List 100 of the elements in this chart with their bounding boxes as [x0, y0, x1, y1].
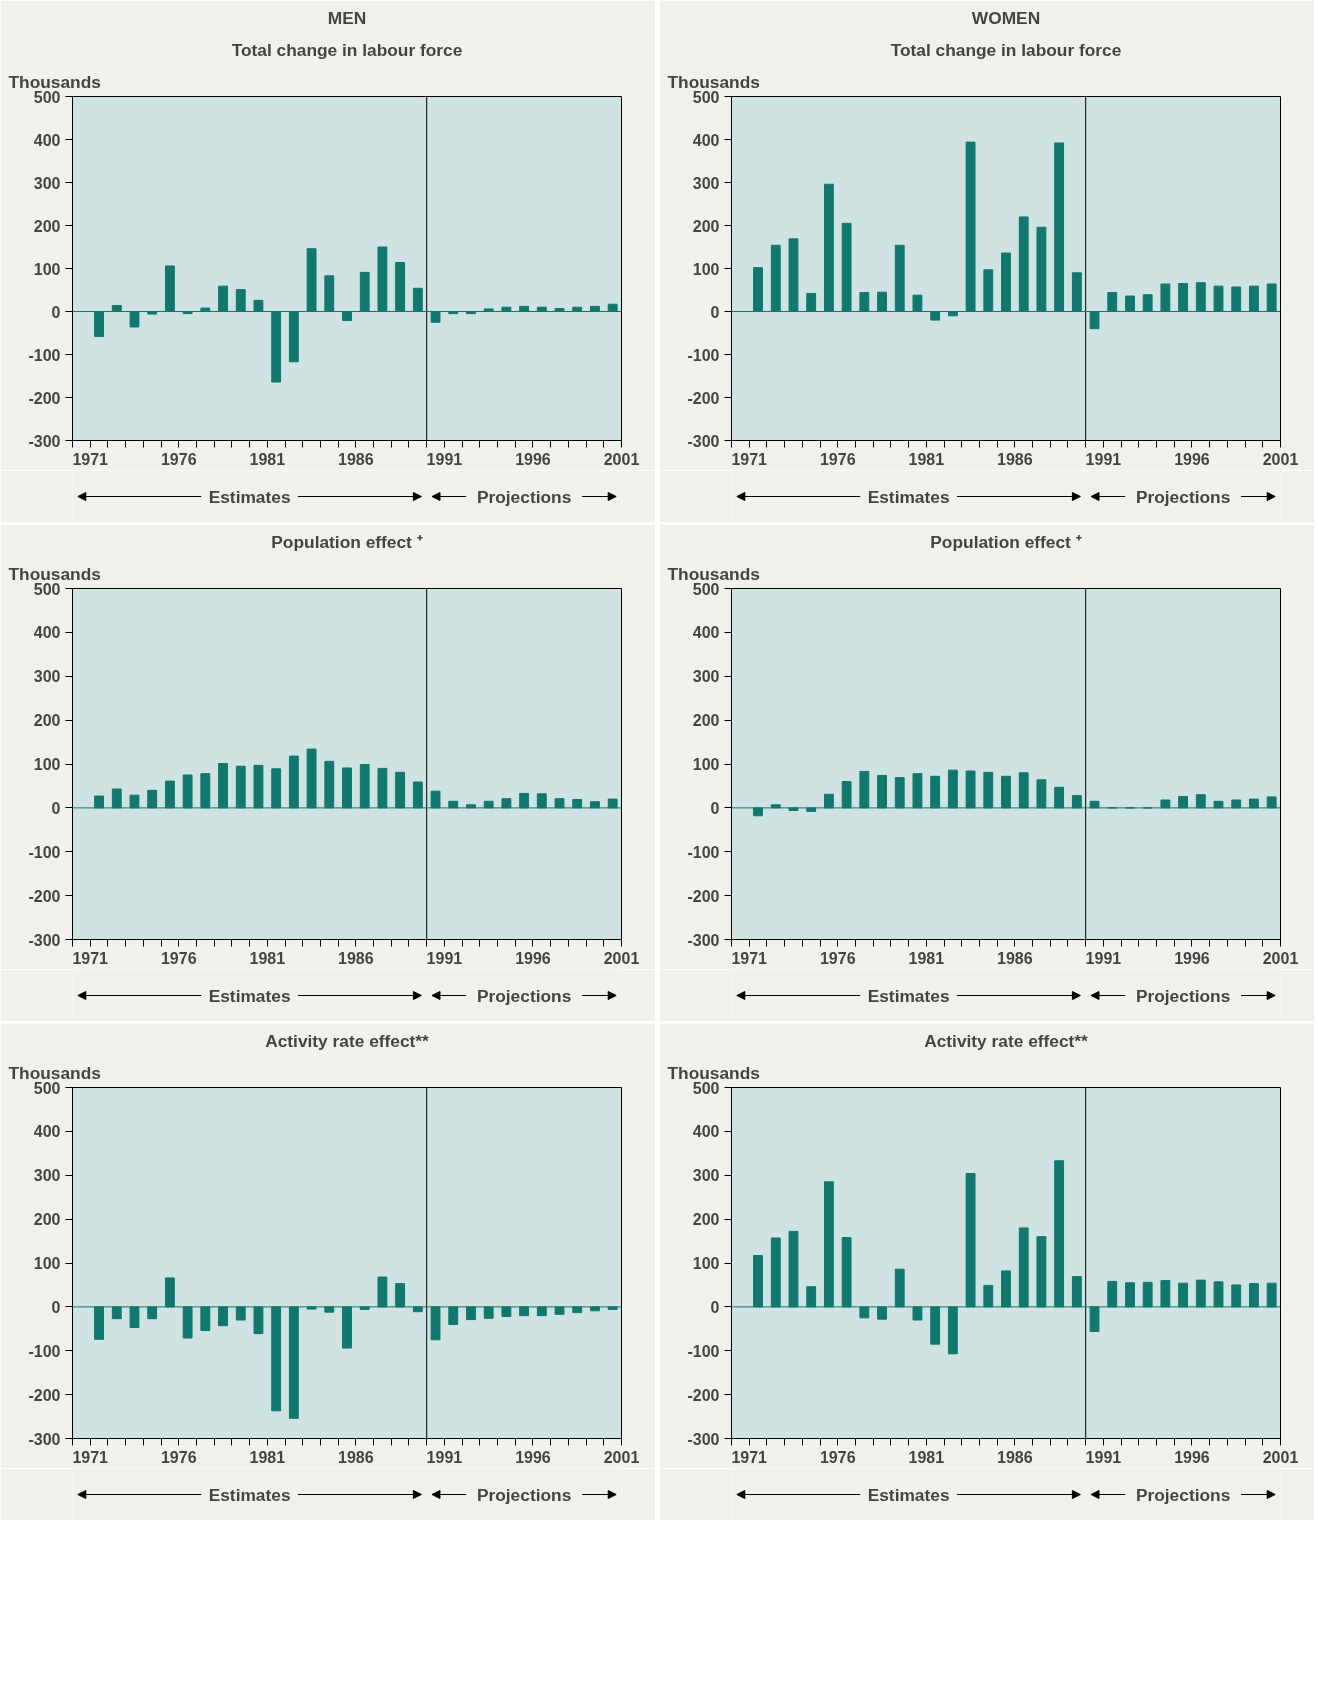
- text: Projections: [1135, 1484, 1231, 1505]
- y-tick-label: 300: [33, 174, 61, 192]
- y-tick-label: -200: [687, 389, 720, 407]
- y-tick-label: 300: [692, 174, 720, 192]
- x-tick-label: 1971: [72, 949, 109, 967]
- y-tick-label: 0: [51, 799, 61, 817]
- y-tick-label: -300: [28, 432, 61, 450]
- x-tick-label: 1991: [1085, 949, 1122, 967]
- y-tick-label: 300: [33, 1167, 61, 1185]
- x-tick-label: 2001: [603, 450, 640, 468]
- y-tick-label: -300: [28, 931, 61, 949]
- chart-title: Activity rate effect**: [924, 1030, 1089, 1051]
- y-tick-label: 400: [33, 624, 61, 642]
- x-tick-label: 1986: [338, 949, 374, 967]
- y-tick-label: -100: [28, 346, 61, 364]
- y-tick-label: -300: [687, 432, 720, 450]
- x-tick-label: 1991: [1085, 450, 1122, 468]
- y-tick-label: -100: [687, 843, 720, 861]
- x-tick-label: 1996: [515, 1448, 551, 1466]
- x-tick-label: 1976: [819, 949, 856, 967]
- y-tick-label: 100: [692, 1255, 720, 1272]
- y-tick-label: -300: [28, 1430, 61, 1448]
- x-tick-label: 1996: [1174, 1448, 1210, 1466]
- y-tick-label: 200: [33, 1211, 61, 1229]
- x-tick-label: 1971: [731, 450, 768, 468]
- x-tick-label: 1996: [1174, 450, 1210, 468]
- chart-title: WOMEN: [971, 7, 1041, 28]
- y-tick-label: 200: [692, 712, 720, 730]
- y-tick-label: -200: [687, 1386, 720, 1404]
- text: Estimates: [867, 985, 950, 1006]
- x-tick-label: 1976: [160, 450, 197, 468]
- y-tick-label: -100: [28, 1342, 61, 1360]
- x-tick-label: 1971: [731, 1448, 768, 1466]
- x-tick-label: 1971: [72, 450, 109, 468]
- text: Estimates: [867, 1484, 950, 1505]
- y-tick-label: -300: [687, 931, 720, 949]
- y-tick-label: 400: [33, 131, 61, 149]
- x-tick-label: 1976: [160, 1448, 197, 1466]
- x-tick-label: 1981: [908, 450, 945, 468]
- y-tick-label: 200: [33, 712, 61, 730]
- y-tick-label: 400: [692, 131, 720, 149]
- chart-title: MEN: [327, 7, 367, 28]
- text: Projections: [476, 985, 572, 1006]
- text: Estimates: [867, 486, 950, 507]
- text: Estimates: [208, 1484, 291, 1505]
- y-tick-label: 400: [692, 624, 720, 642]
- x-tick-label: 1971: [731, 949, 768, 967]
- x-tick-label: 1981: [249, 450, 286, 468]
- text: Projections: [1135, 985, 1231, 1006]
- x-tick-label: 1991: [426, 949, 463, 967]
- text: Projections: [1135, 486, 1231, 507]
- x-tick-label: 2001: [603, 1448, 640, 1466]
- chart-subtitle: Total change in labour force: [890, 39, 1122, 60]
- y-tick-label: 0: [710, 303, 720, 321]
- text: Projections: [476, 1484, 572, 1505]
- text: Estimates: [208, 486, 291, 507]
- y-tick-label: -200: [28, 1386, 61, 1404]
- y-tick-label: 0: [710, 1298, 720, 1316]
- x-tick-label: 1986: [997, 1448, 1033, 1466]
- x-tick-label: 1981: [249, 1448, 286, 1466]
- x-tick-label: 2001: [603, 949, 640, 967]
- chart-title: Activity rate effect**: [265, 1030, 430, 1051]
- x-tick-label: 2001: [1262, 949, 1299, 967]
- y-tick-label: 300: [692, 668, 720, 686]
- x-tick-label: 1996: [515, 450, 551, 468]
- text: Estimates: [208, 985, 291, 1006]
- x-tick-label: 1996: [515, 949, 551, 967]
- y-tick-label: 0: [51, 1298, 61, 1316]
- y-tick-label: -200: [687, 887, 720, 905]
- x-tick-label: 1991: [1085, 1448, 1122, 1466]
- chart-title: Population effect ⁺: [271, 531, 423, 552]
- y-tick-label: 100: [33, 756, 61, 773]
- x-tick-label: 1991: [426, 1448, 463, 1466]
- y-tick-label: 100: [692, 260, 720, 278]
- y-tick-label: -200: [28, 389, 61, 407]
- x-tick-label: 1976: [160, 949, 197, 967]
- y-tick-label: 100: [33, 1255, 61, 1272]
- x-tick-label: 1986: [997, 949, 1033, 967]
- x-tick-label: 2001: [1262, 1448, 1299, 1466]
- text: Projections: [476, 486, 572, 507]
- chart-subtitle: Total change in labour force: [231, 39, 463, 60]
- y-tick-label: 100: [33, 260, 61, 278]
- x-tick-label: 1976: [819, 450, 856, 468]
- y-tick-label: -200: [28, 887, 61, 905]
- y-tick-label: -100: [28, 843, 61, 861]
- y-tick-label: -100: [687, 346, 720, 364]
- y-tick-label: 0: [51, 303, 61, 321]
- x-tick-label: 1986: [338, 1448, 374, 1466]
- y-tick-label: 200: [692, 217, 720, 235]
- x-tick-label: 1981: [908, 949, 945, 967]
- y-tick-label: 400: [33, 1123, 61, 1141]
- x-tick-label: 1986: [338, 450, 374, 468]
- x-tick-label: 1981: [249, 949, 286, 967]
- y-tick-label: 200: [692, 1211, 720, 1229]
- x-tick-label: 1991: [426, 450, 463, 468]
- y-tick-label: 400: [692, 1123, 720, 1141]
- y-tick-label: 200: [33, 217, 61, 235]
- y-tick-label: -300: [687, 1430, 720, 1448]
- chart-title: Population effect ⁺: [930, 531, 1082, 552]
- y-tick-label: 100: [692, 756, 720, 773]
